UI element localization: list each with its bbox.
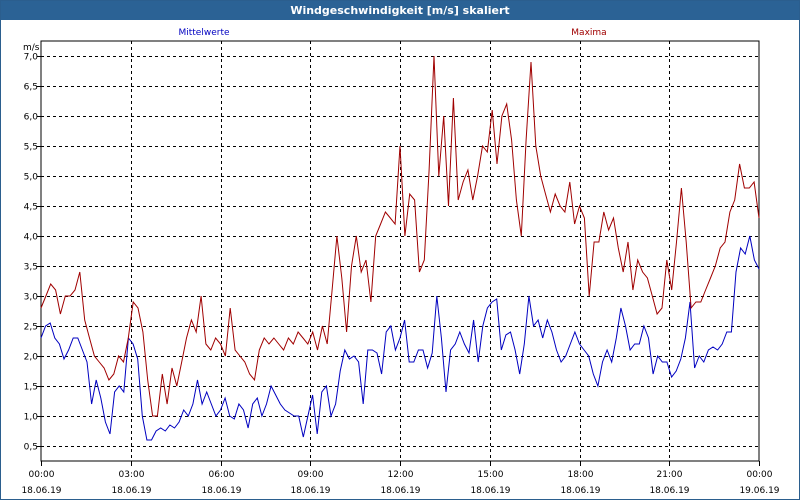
x-tick-time-label: 03:00 — [119, 470, 145, 480]
y-tick-label: 6,5 — [24, 83, 38, 93]
y-tick-label: 6,0 — [24, 113, 39, 123]
x-tick-time-label: 21:00 — [657, 470, 683, 480]
x-tick-date-label: 18.06.19 — [649, 486, 689, 496]
x-tick-date-label: 18.06.19 — [290, 486, 330, 496]
y-tick-label: 4,5 — [24, 203, 38, 213]
x-tick-date-label: 18.06.19 — [111, 486, 151, 496]
x-tick-time-label: 09:00 — [298, 470, 324, 480]
y-tick-label: 0,5 — [24, 443, 38, 453]
window-title: Windgeschwindigkeit [m/s] skaliert — [1, 1, 799, 20]
x-tick-time-label: 12:00 — [388, 470, 414, 480]
y-tick-label: 3,0 — [24, 293, 39, 303]
x-tick-date-label: 18.06.19 — [380, 486, 420, 496]
x-tick-time-label: 15:00 — [478, 470, 504, 480]
x-tick-date-label: 18.06.19 — [470, 486, 510, 496]
y-tick-label: 2,5 — [24, 323, 38, 333]
x-tick-date-label: 18.06.19 — [201, 486, 241, 496]
y-tick-label: 2,0 — [24, 353, 39, 363]
series-line-mittelwerte — [40, 235, 760, 441]
y-tick-label: 3,5 — [24, 263, 38, 273]
y-tick-label: 4,0 — [24, 233, 39, 243]
x-tick-date-label: 18.06.19 — [560, 486, 600, 496]
series-line-maxima — [40, 55, 760, 417]
legend-entry-maxima: Maxima — [571, 28, 606, 38]
x-tick-time-label: 06:00 — [209, 470, 235, 480]
y-tick-label: 7,0 — [24, 53, 39, 63]
y-tick-label: 1,0 — [24, 413, 39, 423]
y-tick-label: 1,5 — [24, 383, 38, 393]
y-axis-label: m/s — [23, 43, 40, 53]
x-tick-date-label: 19.06.19 — [739, 486, 779, 496]
x-tick-time-label: 18:00 — [568, 470, 594, 480]
legend-entry-mittelwerte: Mittelwerte — [178, 28, 229, 38]
x-tick-date-label: 18.06.19 — [21, 486, 61, 496]
wind-speed-chart: 0,5 1,0 1,5 2,0 2,5 3,0 3,5 4,0 4,5 5,0 5,5 6,0 6,5 7… — [21, 28, 779, 496]
x-tick-time-label: 00:00 — [747, 470, 773, 480]
x-tick-time-label: 00:00 — [29, 470, 55, 480]
y-tick-label: 5,0 — [24, 173, 39, 183]
y-tick-label: 5,5 — [24, 143, 38, 153]
